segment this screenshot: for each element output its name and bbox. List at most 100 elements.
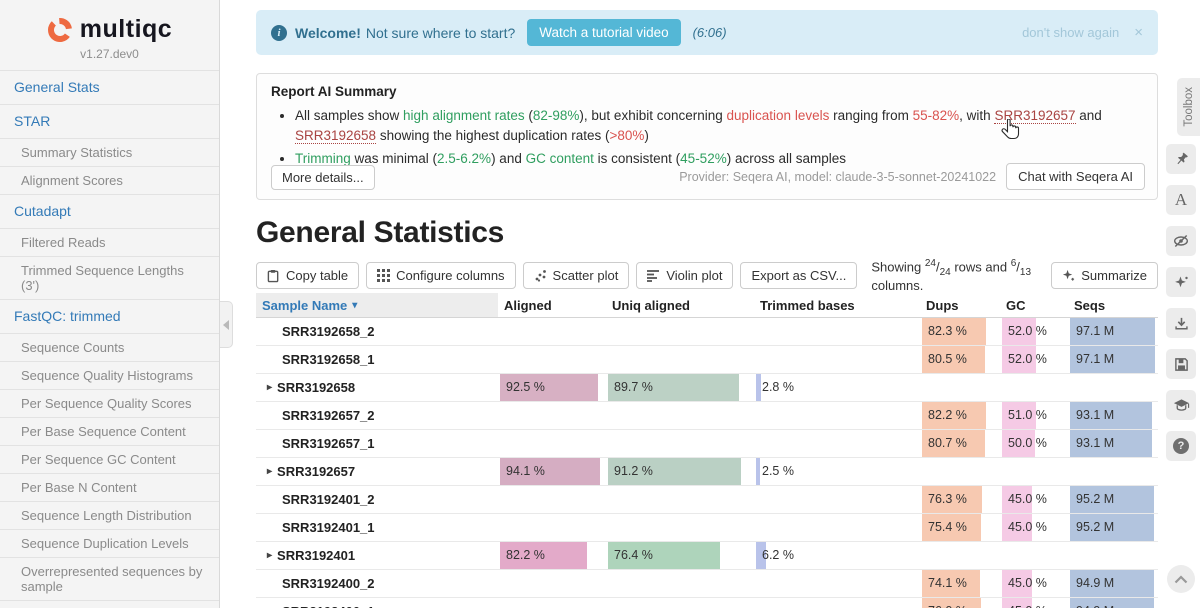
sample-name-cell[interactable]: SRR3192400_1 <box>256 598 498 608</box>
cell-dups: 76.0 % <box>920 598 1000 608</box>
cell-value: 93.1 M <box>1076 408 1115 422</box>
cell-trimmed <box>754 318 920 345</box>
save-icon[interactable] <box>1166 349 1196 379</box>
table-row[interactable]: SRR3192658_1 80.5 % 52.0 % 97.1 M <box>256 346 1158 374</box>
export-csv-button[interactable]: Export as CSV... <box>740 262 858 289</box>
table-row[interactable]: SRR3192401_2 76.3 % 45.0 % 95.2 M <box>256 486 1158 514</box>
sidebar-item-fastqc-trimmed[interactable]: FastQC: trimmed <box>0 300 219 334</box>
sidebar-item-trimmed-sequence-lengths-3[interactable]: Trimmed Sequence Lengths (3') <box>0 257 219 300</box>
table-row[interactable]: SRR3192400_2 74.1 % 45.0 % 94.9 M <box>256 570 1158 598</box>
sample-name-cell[interactable]: SRR3192657_1 <box>256 430 498 457</box>
cell-dups: 74.1 % <box>920 570 1000 597</box>
hide-samples-icon[interactable] <box>1166 226 1196 256</box>
cell-uniq <box>606 598 754 608</box>
violin-plot-button[interactable]: Violin plot <box>636 262 734 289</box>
sidebar-item-per-base-n-content[interactable]: Per Base N Content <box>0 474 219 502</box>
sidebar-item-filtered-reads[interactable]: Filtered Reads <box>0 229 219 257</box>
sidebar-collapse-handle[interactable] <box>220 301 233 348</box>
table-row[interactable]: ▸ SRR3192401 82.2 % 76.4 % 6.2 % <box>256 542 1158 570</box>
button-label: Violin plot <box>666 268 723 283</box>
chat-seqera-button[interactable]: Chat with Seqera AI <box>1006 163 1145 190</box>
cell-seqs <box>1068 374 1158 401</box>
sidebar-item-per-sequence-quality-scores[interactable]: Per Sequence Quality Scores <box>0 390 219 418</box>
sidebar-item-sequence-quality-histograms[interactable]: Sequence Quality Histograms <box>0 362 219 390</box>
sample-name-cell[interactable]: SRR3192658_2 <box>256 318 498 345</box>
sample-name-cell[interactable]: SRR3192400_2 <box>256 570 498 597</box>
sidebar-item-sequence-counts[interactable]: Sequence Counts <box>0 334 219 362</box>
table-row[interactable]: SRR3192657_1 80.7 % 50.0 % 93.1 M <box>256 430 1158 458</box>
sidebar-item-general-stats[interactable]: General Stats <box>0 71 219 105</box>
expand-icon[interactable]: ▸ <box>267 382 273 393</box>
text: is consistent ( <box>593 150 681 166</box>
toolbox-tab[interactable]: Toolbox <box>1177 78 1200 136</box>
table-row[interactable]: ▸ SRR3192658 92.5 % 89.7 % 2.8 % <box>256 374 1158 402</box>
scatter-plot-button[interactable]: Scatter plot <box>522 262 630 289</box>
value-bar <box>922 570 980 597</box>
sample-name-cell[interactable]: SRR3192401_2 <box>256 486 498 513</box>
rename-samples-icon[interactable]: A <box>1166 185 1196 215</box>
table-row[interactable]: SRR3192401_1 75.4 % 45.0 % 95.2 M <box>256 514 1158 542</box>
sidebar-item-per-sequence-gc-content[interactable]: Per Sequence GC Content <box>0 446 219 474</box>
more-details-button[interactable]: More details... <box>271 165 375 190</box>
sample-name-cell[interactable]: ▸ SRR3192401 <box>256 542 498 569</box>
table-row[interactable]: ▸ SRR3192657 94.1 % 91.2 % 2.5 % <box>256 458 1158 486</box>
ai-bullet-2: Trimming was minimal (2.5-6.2%) and GC c… <box>295 149 1143 169</box>
sidebar-item-alignment-scores[interactable]: Alignment Scores <box>0 167 219 195</box>
expand-icon[interactable]: ▸ <box>267 466 273 477</box>
value-bar <box>1002 402 1036 429</box>
column-header-trimmed-bases[interactable]: Trimmed bases <box>754 293 920 317</box>
rows-shown: 24 <box>924 258 936 270</box>
text: and <box>1075 108 1102 123</box>
close-icon[interactable]: × <box>1134 24 1143 41</box>
table-row[interactable]: SRR3192657_2 82.2 % 51.0 % 93.1 M <box>256 402 1158 430</box>
value-bar <box>608 374 739 401</box>
button-label: Export as CSV... <box>751 268 847 283</box>
sidebar-item-per-base-sequence-content[interactable]: Per Base Sequence Content <box>0 418 219 446</box>
sidebar-item-sequence-length-distribution[interactable]: Sequence Length Distribution <box>0 502 219 530</box>
sample-link-srr3192658[interactable]: SRR3192658 <box>295 128 377 145</box>
header-label: Seqs <box>1074 297 1106 313</box>
sidebar-item-overrepresented-sequences-by-sample[interactable]: Overrepresented sequences by sample <box>0 558 219 601</box>
table-row[interactable]: SRR3192400_1 76.0 %45.0 %94.9 M <box>256 598 1158 608</box>
cols-total: 13 <box>1019 266 1032 278</box>
highlight-green: 45-52% <box>680 150 727 166</box>
dont-show-again-link[interactable]: don't show again <box>1022 25 1120 40</box>
cell-uniq <box>606 430 754 457</box>
cell-value: 82.2 % <box>928 408 967 422</box>
column-header-dups[interactable]: Dups <box>920 293 1000 317</box>
column-header-seqs[interactable]: Seqs <box>1068 293 1158 317</box>
sample-name-cell[interactable]: ▸ SRR3192657 <box>256 458 498 485</box>
sidebar-item-summary-statistics[interactable]: Summary Statistics <box>0 139 219 167</box>
table-row[interactable]: SRR3192658_2 82.3 % 52.0 % 97.1 M <box>256 318 1158 346</box>
sidebar-item-sequence-duplication-levels[interactable]: Sequence Duplication Levels <box>0 530 219 558</box>
text: ), but exhibit concerning <box>579 108 727 123</box>
sidebar-item-cutadapt[interactable]: Cutadapt <box>0 195 219 229</box>
chevron-up-icon <box>1174 574 1188 583</box>
sample-name-cell[interactable]: ▸ SRR3192658 <box>256 374 498 401</box>
sample-link-srr3192657[interactable]: SRR3192657 <box>994 108 1076 124</box>
cell-value: 97.1 M <box>1076 324 1115 338</box>
cell-trimmed <box>754 514 920 541</box>
column-header-gc[interactable]: GC <box>1000 293 1068 317</box>
column-header-sample-name[interactable]: Sample Name ▾ <box>256 293 498 317</box>
expand-icon[interactable]: ▸ <box>267 550 273 561</box>
copy-table-button[interactable]: Copy table <box>256 262 360 289</box>
text: ) <box>644 128 649 144</box>
column-header-uniq-aligned[interactable]: Uniq aligned <box>606 293 754 317</box>
tutorial-icon[interactable] <box>1166 390 1196 420</box>
sidebar-item-top-overrepresented-sequences[interactable]: Top overrepresented sequences <box>0 601 219 608</box>
configure-columns-button[interactable]: Configure columns <box>366 262 516 289</box>
ai-sparkle-icon[interactable] <box>1166 267 1196 297</box>
scroll-to-top-button[interactable] <box>1167 565 1195 593</box>
pin-icon[interactable] <box>1166 144 1196 174</box>
sample-name-cell[interactable]: SRR3192658_1 <box>256 346 498 373</box>
help-icon[interactable]: ? <box>1166 431 1196 461</box>
column-header-aligned[interactable]: Aligned <box>498 293 606 317</box>
download-icon[interactable] <box>1166 308 1196 338</box>
sidebar-item-star[interactable]: STAR <box>0 105 219 139</box>
summarize-button[interactable]: Summarize <box>1051 262 1158 289</box>
watch-tutorial-button[interactable]: Watch a tutorial video <box>527 19 681 46</box>
cell-value: 51.0 % <box>1008 408 1047 422</box>
sample-name-cell[interactable]: SRR3192657_2 <box>256 402 498 429</box>
sample-name-cell[interactable]: SRR3192401_1 <box>256 514 498 541</box>
